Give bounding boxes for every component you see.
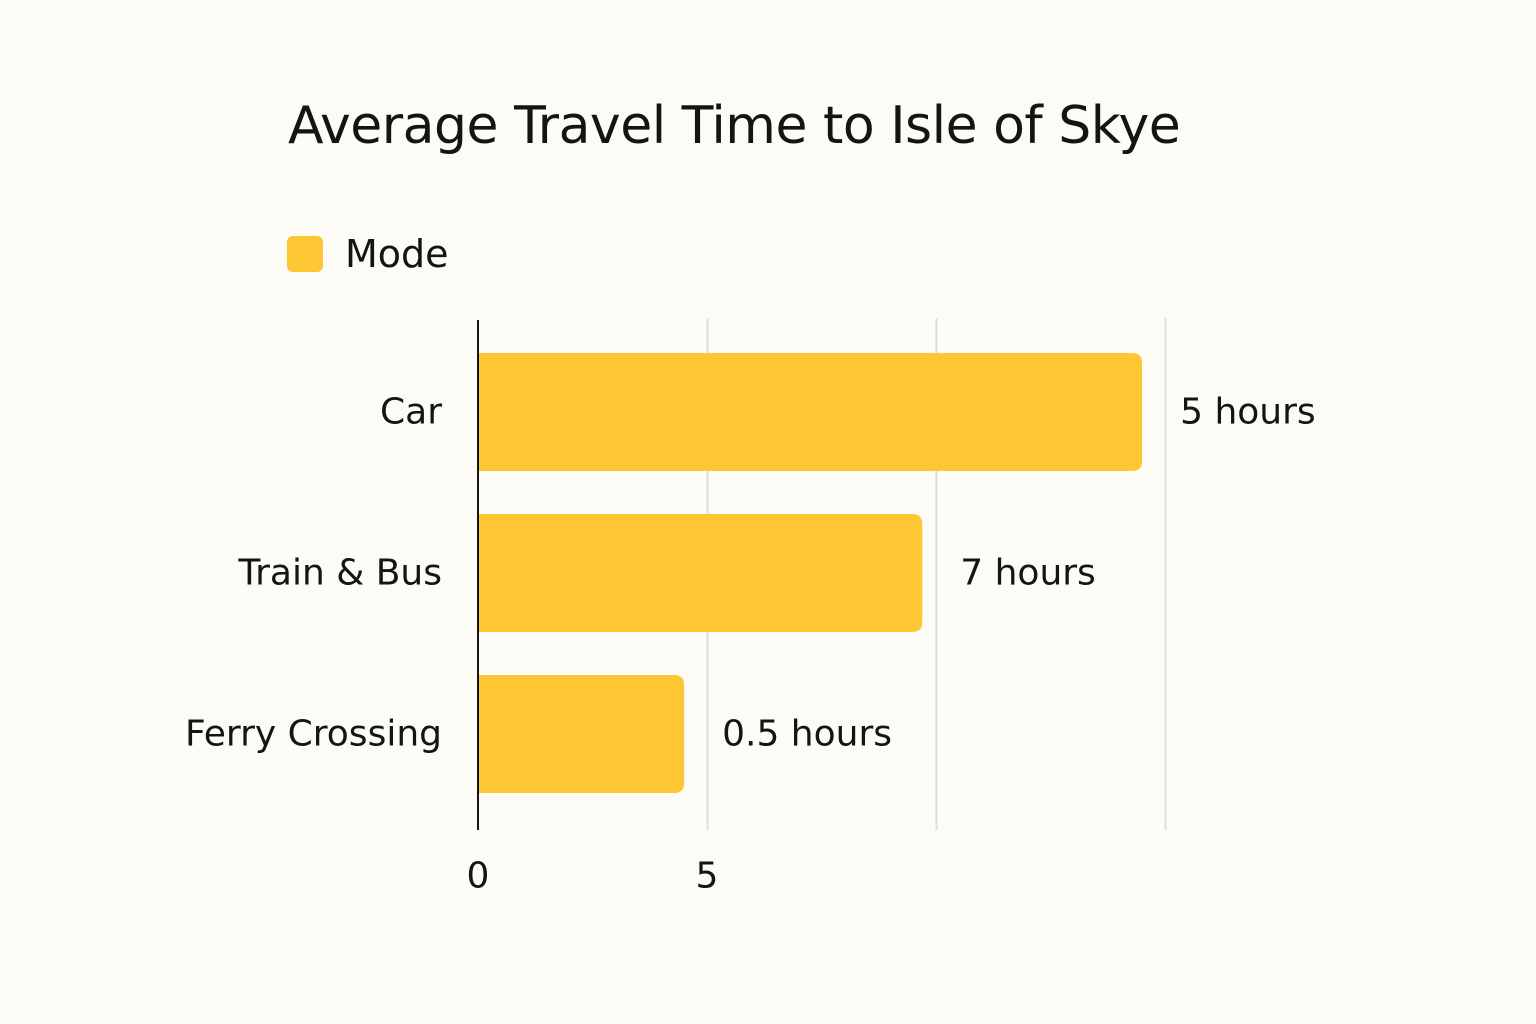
category-label: Car	[380, 392, 442, 433]
x-tick-label: 0	[467, 856, 490, 897]
bar	[478, 514, 923, 632]
legend-swatch	[287, 236, 323, 272]
legend: Mode	[287, 232, 449, 276]
chart-title: Average Travel Time to Isle of Skye	[288, 96, 1181, 156]
data-label: 5 hours	[1180, 392, 1316, 433]
category-label: Train & Bus	[237, 553, 442, 594]
x-tick-label: 5	[696, 856, 719, 897]
category-label: Ferry Crossing	[185, 714, 442, 755]
bar	[478, 353, 1143, 471]
data-label: 7 hours	[960, 553, 1096, 594]
legend-label: Mode	[345, 232, 449, 276]
bar	[478, 675, 685, 793]
data-label: 0.5 hours	[722, 714, 892, 755]
